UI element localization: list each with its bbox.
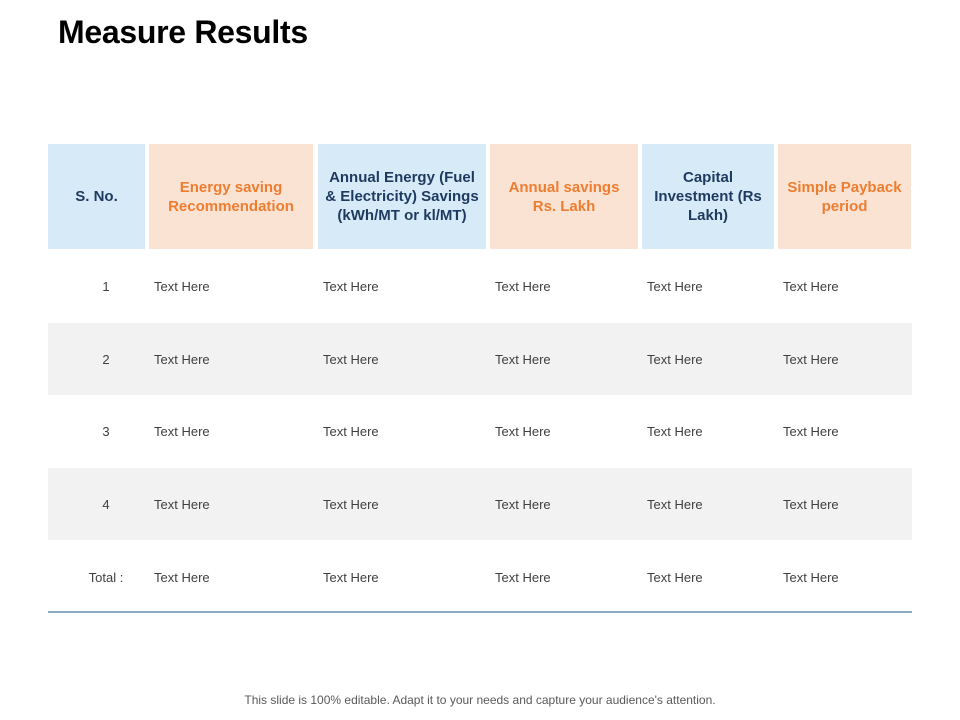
- table-cell: Text Here: [783, 278, 839, 294]
- header-capital-investment: Capital Investment (Rs Lakh): [642, 144, 774, 249]
- table-cell: Text Here: [647, 569, 703, 585]
- footer-note: This slide is 100% editable. Adapt it to…: [244, 693, 716, 707]
- table-cell: Text Here: [323, 423, 379, 439]
- table-row: 2 Text Here Text Here Text Here Text Her…: [48, 323, 912, 395]
- table-cell: Text Here: [783, 496, 839, 512]
- row-number: Total :: [88, 569, 124, 585]
- row-number: 1: [102, 278, 110, 294]
- table-cell: Text Here: [783, 569, 839, 585]
- header-annual-savings: Annual savings Rs. Lakh: [490, 144, 638, 249]
- row-number: 2: [102, 351, 110, 367]
- table-cell: Text Here: [647, 496, 703, 512]
- table-cell: Text Here: [783, 351, 839, 367]
- table-cell: Text Here: [647, 351, 703, 367]
- table-cell: Text Here: [647, 278, 703, 294]
- table-row: 1 Text Here Text Here Text Here Text Her…: [48, 250, 912, 322]
- table-cell: Text Here: [154, 351, 210, 367]
- table-cell: Text Here: [323, 569, 379, 585]
- table-cell: Text Here: [154, 423, 210, 439]
- header-recommendation: Energy saving Recommendation: [149, 144, 313, 249]
- header-annual-energy: Annual Energy (Fuel & Electricity) Savin…: [318, 144, 486, 249]
- table-cell: Text Here: [323, 278, 379, 294]
- table-cell: Text Here: [783, 423, 839, 439]
- row-number: 3: [102, 423, 110, 439]
- table-row: 4 Text Here Text Here Text Here Text Her…: [48, 468, 912, 540]
- header-sno: S. No.: [48, 144, 145, 249]
- header-payback-period: Simple Payback period: [778, 144, 911, 249]
- table-cell: Text Here: [323, 351, 379, 367]
- table-cell: Text Here: [495, 569, 551, 585]
- row-number: 4: [102, 496, 110, 512]
- table-cell: Text Here: [154, 569, 210, 585]
- table-row-total: Total : Text Here Text Here Text Here Te…: [48, 541, 912, 613]
- table-cell: Text Here: [154, 278, 210, 294]
- table-cell: Text Here: [647, 423, 703, 439]
- table-cell: Text Here: [323, 496, 379, 512]
- table-cell: Text Here: [495, 423, 551, 439]
- table-cell: Text Here: [154, 496, 210, 512]
- table-bottom-divider: [48, 611, 912, 613]
- table-row: 3 Text Here Text Here Text Here Text Her…: [48, 395, 912, 467]
- page-title: Measure Results: [58, 14, 308, 50]
- table-cell: Text Here: [495, 496, 551, 512]
- table-cell: Text Here: [495, 351, 551, 367]
- table-cell: Text Here: [495, 278, 551, 294]
